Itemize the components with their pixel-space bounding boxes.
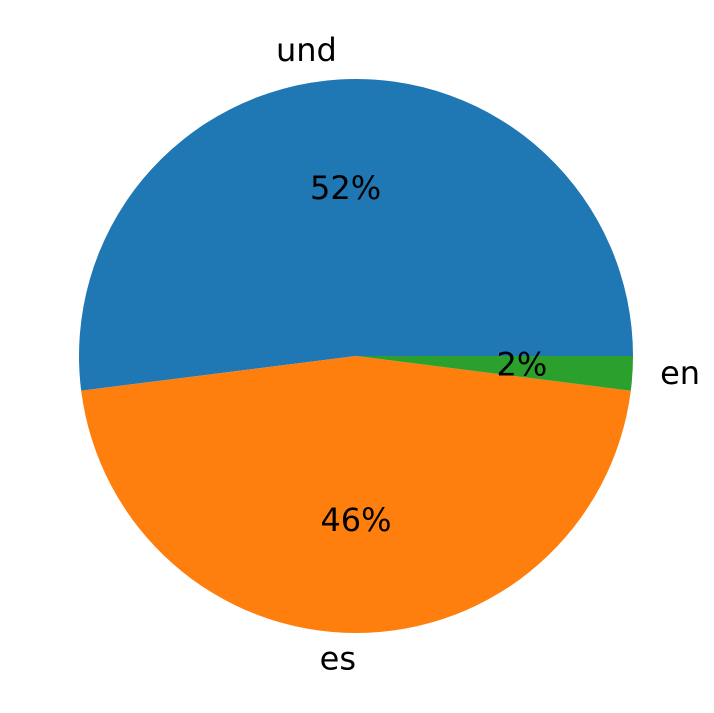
pie-slice	[81, 356, 631, 633]
slice-label: und	[276, 31, 337, 69]
pie-slice	[78, 78, 633, 391]
slice-label: en	[660, 354, 700, 392]
percent-label: 46%	[320, 501, 391, 539]
percent-label: 2%	[496, 345, 547, 383]
slice-label: es	[320, 640, 356, 678]
percent-label: 52%	[310, 169, 381, 207]
pie-slice	[356, 356, 633, 391]
